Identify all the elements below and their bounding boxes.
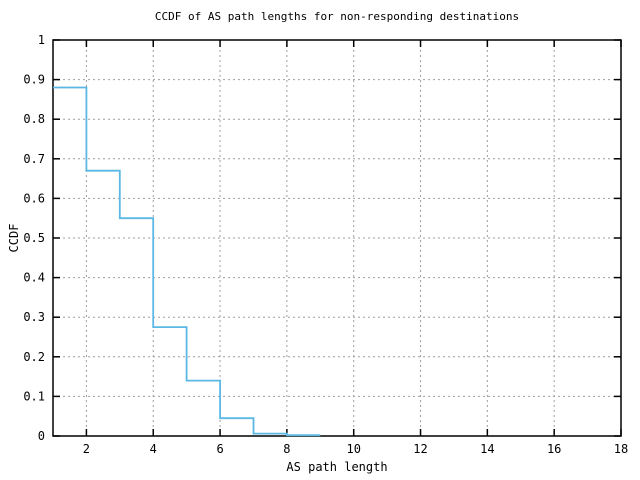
x-tick-label: 8 (283, 442, 290, 456)
x-tick-label: 16 (547, 442, 561, 456)
x-axis-label: AS path length (286, 460, 388, 474)
x-tick-label: 4 (150, 442, 157, 456)
y-tick-label: 0.7 (23, 152, 45, 166)
x-tick-label: 12 (413, 442, 427, 456)
y-tick-label: 0.3 (23, 310, 45, 324)
x-tick-label: 2 (83, 442, 90, 456)
chart-title: CCDF of AS path lengths for non-respondi… (154, 10, 520, 23)
y-tick-label: 0.6 (23, 191, 45, 205)
y-tick-label: 0 (38, 429, 45, 443)
y-tick-label: 0.5 (23, 231, 45, 245)
ccdf-step-line (53, 86, 321, 437)
y-tick-label: 0.4 (23, 271, 45, 285)
plot-border (52, 39, 622, 437)
x-tick-label: 6 (216, 442, 223, 456)
x-tick-label: 10 (346, 442, 360, 456)
y-tick-label: 0.8 (23, 112, 45, 126)
y-tick-label: 0.1 (23, 389, 45, 403)
y-tick-label: 1 (38, 33, 45, 47)
y-tick-label: 0.9 (23, 73, 45, 87)
y-tick-label: 0.2 (23, 350, 45, 364)
x-tick-label: 14 (480, 442, 494, 456)
x-tick-label: 18 (614, 442, 628, 456)
